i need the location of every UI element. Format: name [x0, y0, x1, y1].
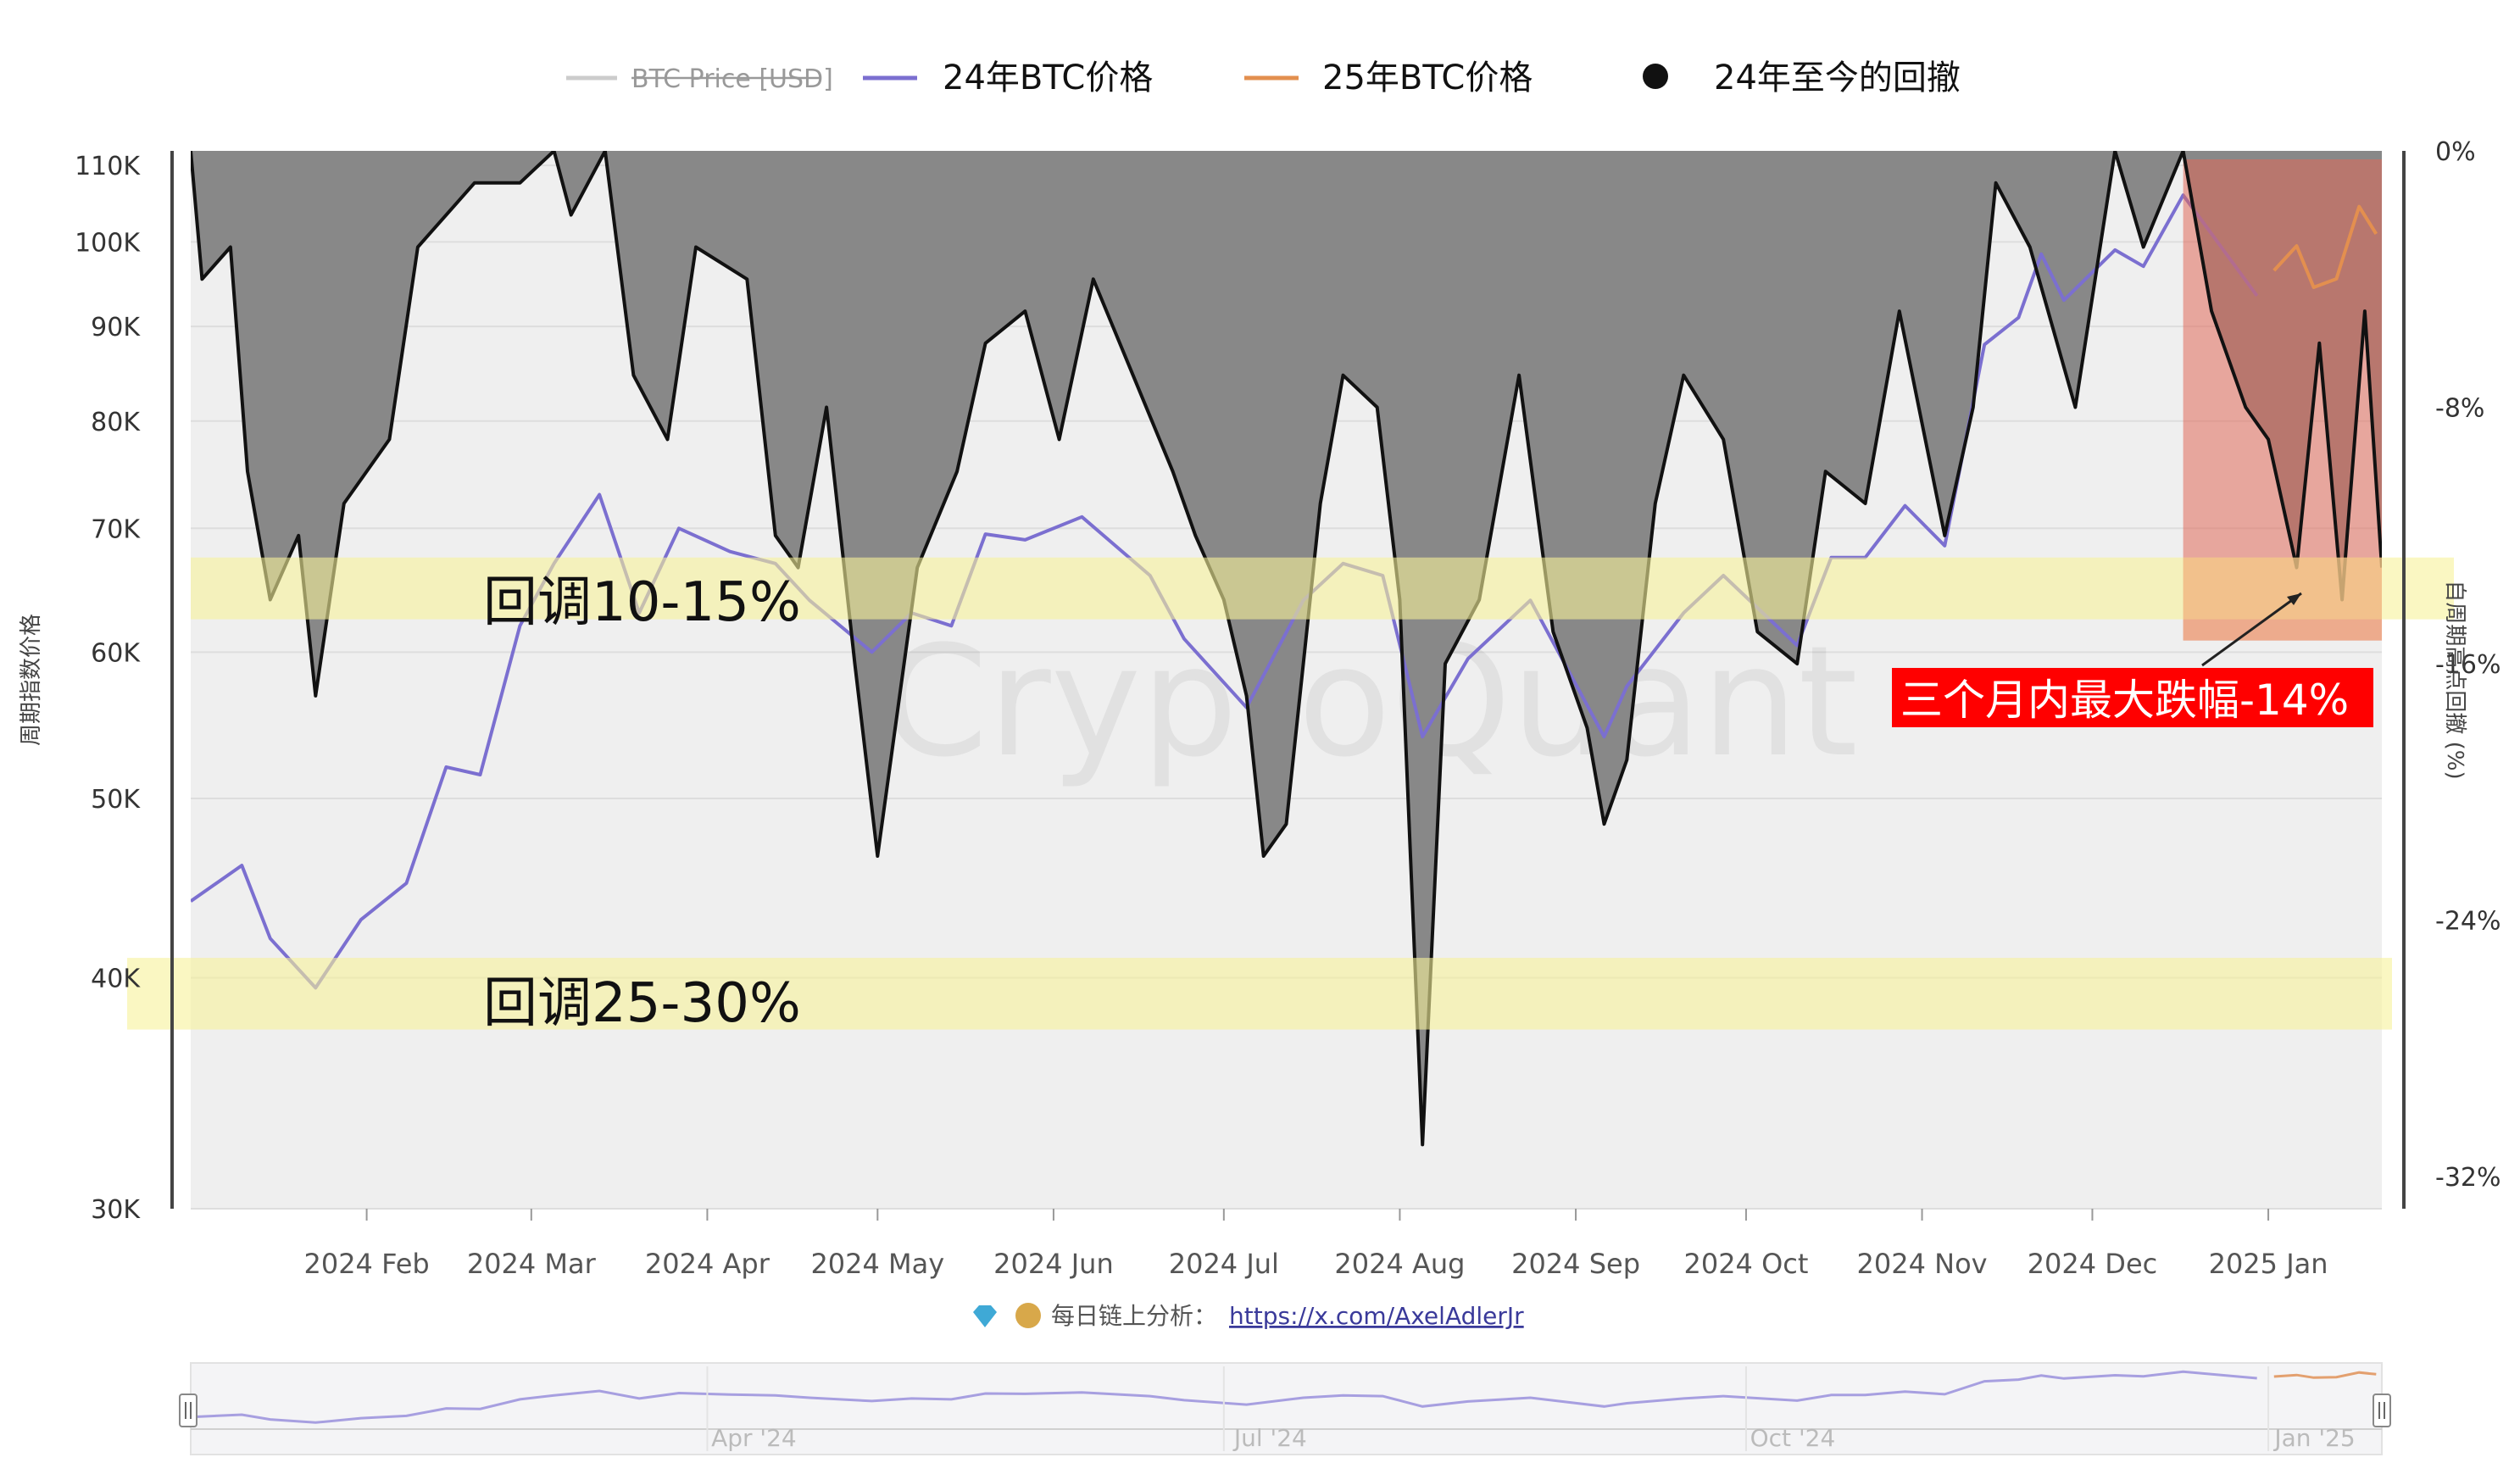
left-axis-title: 周期指数价格 — [19, 614, 44, 746]
y-right-tick-label: -32% — [2435, 1163, 2501, 1193]
right-axis-title: 自周期高点回撤 (%) — [2442, 580, 2467, 779]
y-left-tick-label: 50K — [91, 785, 141, 815]
x-tick-label: 2024 Feb — [303, 1248, 429, 1280]
y-left-tick-label: 110K — [75, 152, 141, 181]
navigator-tick-label: Apr '24 — [711, 1424, 797, 1452]
x-tick-label: 2024 Sep — [1511, 1248, 1640, 1280]
series-2025-btc-price — [2272, 204, 2378, 289]
x-tick-label: 2024 Oct — [1683, 1248, 1808, 1280]
x-tick-label: 2024 Jul — [1169, 1248, 1279, 1280]
navigator-tick-label: Oct '24 — [1750, 1424, 1836, 1452]
navigator[interactable]: Apr '24 Jul '24 Oct '24 Jan '25 — [179, 1362, 2391, 1455]
svg-text:24年BTC价格: 24年BTC价格 — [943, 58, 1153, 97]
x-axis-ticks: 2024 Feb 2024 Mar 2024 Apr 2024 May 2024 Jun… — [303, 1209, 2328, 1280]
y-right-tick-label: -16% — [2435, 650, 2501, 680]
y-left-tick-label: 70K — [91, 515, 141, 544]
drawdown-area — [191, 151, 2382, 1145]
left-axis-ticks: 110K 100K 90K 80K 70K 60K 50K 40K 30K — [75, 152, 141, 1225]
legend-dot-icon — [1643, 64, 1668, 89]
diamond-icon — [973, 1305, 997, 1327]
x-tick-label: 2024 Aug — [1334, 1248, 1465, 1280]
x-tick-label: 2024 May — [810, 1248, 944, 1280]
watermark: CryptoQuant — [882, 614, 1858, 791]
svg-text:每日链上分析：: 每日链上分析： — [1051, 1302, 1217, 1330]
navigator-tick-label: Jul '24 — [1232, 1424, 1307, 1452]
y-right-tick-label: -24% — [2435, 907, 2501, 937]
x-tick-label: 2024 Apr — [645, 1248, 770, 1280]
y-left-tick-label: 100K — [75, 228, 141, 258]
band-label-10-15: 回调10-15% — [483, 571, 801, 634]
band-25-30 — [127, 958, 2392, 1030]
svg-text:24年至今的回撤: 24年至今的回撤 — [1714, 58, 1961, 97]
svg-text:25年BTC价格: 25年BTC价格 — [1322, 58, 1533, 97]
y-left-tick-label: 40K — [91, 964, 141, 993]
emoji-icon — [1015, 1303, 1041, 1328]
credit-link[interactable]: https://x.com/AxelAdlerJr — [1229, 1302, 1524, 1330]
callout-label: 三个月内最大跌幅-14% — [1900, 676, 2349, 725]
legend-item-2024-price[interactable]: 24年BTC价格 — [863, 58, 1153, 97]
callout: 三个月内最大跌幅-14% — [1892, 592, 2373, 727]
series-drawdown — [191, 151, 2382, 1147]
x-tick-label: 2024 Jun — [993, 1248, 1114, 1280]
band-label-25-30: 回调25-30% — [483, 972, 801, 1035]
band-10-15 — [191, 557, 2454, 620]
svg-text:BTC Price [USD]: BTC Price [USD] — [631, 64, 833, 94]
legend-item-2025-price[interactable]: 25年BTC价格 — [1244, 58, 1533, 97]
y-left-tick-label: 80K — [91, 408, 141, 437]
x-tick-label: 2024 Mar — [467, 1248, 597, 1280]
y-right-tick-label: -8% — [2435, 394, 2484, 424]
navigator-right-handle[interactable] — [2373, 1393, 2391, 1427]
legend-item-btc-price[interactable]: BTC Price [USD] — [566, 64, 833, 94]
callout-box — [1892, 668, 2373, 727]
x-tick-label: 2024 Dec — [2028, 1248, 2158, 1280]
y-left-tick-label: 90K — [91, 313, 141, 342]
y-left-tick-label: 30K — [91, 1195, 141, 1225]
y-right-tick-label: 0% — [2435, 137, 2476, 167]
x-tick-label: 2025 Jan — [2209, 1248, 2328, 1280]
navigator-left-handle[interactable] — [179, 1393, 197, 1427]
y-left-tick-label: 60K — [91, 638, 141, 668]
legend: BTC Price [USD] 24年BTC价格 25年BTC价格 24年至今的… — [566, 58, 1961, 97]
credit: 每日链上分析： https://x.com/AxelAdlerJr — [973, 1302, 1524, 1330]
navigator-tick-label: Jan '25 — [2272, 1424, 2355, 1452]
legend-item-drawdown[interactable]: 24年至今的回撤 — [1643, 58, 1961, 97]
highlight-band-overlap — [2183, 557, 2382, 641]
right-axis-ticks: 0% -8% -16% -24% -32% — [2435, 137, 2501, 1193]
x-tick-label: 2024 Nov — [1857, 1248, 1988, 1280]
